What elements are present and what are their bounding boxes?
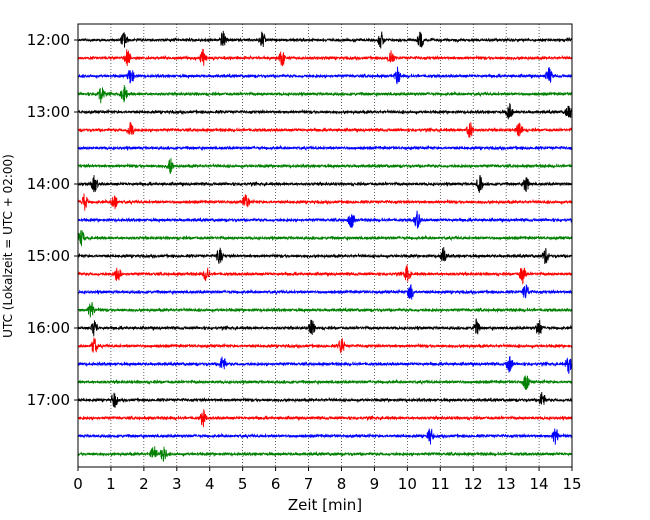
x-tick-label: 13 — [497, 475, 516, 493]
y-tick-label: 15:00 — [27, 247, 70, 265]
trace-1700 — [77, 392, 573, 408]
x-tick-label: 2 — [139, 475, 149, 493]
x-tick-label: 10 — [398, 475, 417, 493]
trace-1745 — [77, 446, 573, 462]
trace-1430 — [77, 210, 573, 229]
y-axis-label: UTC (Lokalzeit = UTC + 02:00) — [1, 154, 15, 338]
trace-1245 — [77, 85, 573, 104]
x-tick-label: 1 — [106, 475, 116, 493]
trace-1330 — [77, 144, 573, 152]
y-tick-label: 17:00 — [27, 391, 70, 409]
trace-1515 — [77, 264, 573, 285]
grid-lines — [110, 24, 540, 467]
x-tick-label: 0 — [73, 475, 83, 493]
y-tick-label: 12:00 — [27, 31, 70, 49]
x-tick-label: 7 — [304, 475, 314, 493]
trace-1200 — [77, 30, 573, 49]
traces — [77, 30, 573, 462]
axis-ticks: 0 1 2 3 4 5 6 7 8 9 10 11 12 13 14 1512:0013:0014:0015:… — [27, 31, 582, 493]
x-axis-label: Zeit [min] — [288, 496, 362, 514]
x-tick-label: 3 — [172, 475, 182, 493]
trace-1600 — [77, 318, 573, 337]
trace-1500 — [77, 246, 573, 264]
x-tick-label: 5 — [238, 475, 248, 493]
trace-1400 — [77, 174, 573, 193]
trace-1300 — [77, 103, 573, 120]
x-tick-label: 8 — [337, 475, 347, 493]
trace-1530 — [77, 284, 573, 300]
x-tick-label: 6 — [271, 475, 281, 493]
trace-1215 — [77, 48, 573, 67]
trace-1715 — [77, 409, 573, 428]
x-tick-label: 9 — [370, 475, 380, 493]
trace-1730 — [77, 428, 573, 445]
trace-1545 — [77, 302, 573, 318]
trace-1415 — [77, 193, 573, 211]
trace-1615 — [77, 337, 573, 354]
x-tick-label: 4 — [205, 475, 215, 493]
x-tick-label: 12 — [464, 475, 483, 493]
trace-1645 — [77, 375, 573, 390]
y-tick-label: 13:00 — [27, 103, 70, 121]
trace-1315 — [77, 121, 573, 138]
plot-frame — [77, 23, 573, 468]
y-tick-label: 16:00 — [27, 319, 70, 337]
y-tick-label: 14:00 — [27, 175, 70, 193]
x-tick-label: 14 — [530, 475, 549, 493]
trace-1230 — [77, 66, 573, 85]
trace-1630 — [77, 356, 573, 374]
x-tick-label: 15 — [562, 475, 581, 493]
trace-1445 — [77, 230, 573, 247]
x-tick-label: 11 — [431, 475, 450, 493]
trace-1345 — [77, 158, 573, 175]
